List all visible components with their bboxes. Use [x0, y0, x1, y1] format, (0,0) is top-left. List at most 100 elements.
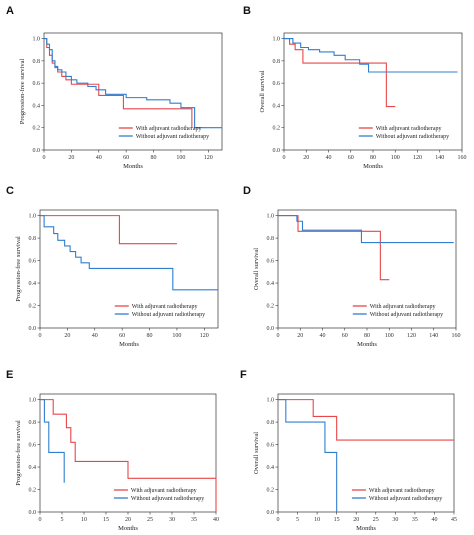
y-tick-label: 1.0 — [273, 37, 281, 43]
x-tick-label: 10 — [81, 517, 87, 523]
x-axis-label: Months — [123, 163, 143, 170]
y-tick-label: 0.4 — [29, 281, 37, 287]
y-tick-label: 0.0 — [267, 326, 275, 332]
x-tick-label: 80 — [370, 155, 376, 161]
y-tick-label: 0.4 — [29, 465, 37, 471]
x-tick-label: 40 — [326, 155, 332, 161]
legend: With adjuvant radiotherapy Without adjuva… — [118, 126, 209, 140]
x-tick-label: 80 — [147, 333, 153, 339]
y-tick-label: 1.0 — [33, 37, 41, 43]
panel-letter: D — [243, 185, 251, 197]
x-tick-label: 20 — [64, 333, 70, 339]
x-axis-label: Months — [118, 525, 138, 532]
y-tick-label: 0.8 — [267, 236, 275, 242]
km-curve-with-radiotherapy — [278, 399, 454, 441]
x-tick-label: 80 — [151, 155, 157, 161]
y-tick-label: 0.0 — [29, 326, 37, 332]
x-tick-label: 0 — [277, 517, 280, 523]
legend-label: Without adjuvant radiotherapy — [370, 312, 443, 318]
legend-label: With adjuvant radiotherapy — [369, 488, 435, 494]
x-tick-label: 40 — [96, 155, 102, 161]
y-tick-label: 0.2 — [29, 488, 37, 494]
km-curve-without-radiotherapy — [284, 38, 458, 73]
x-tick-label: 35 — [191, 517, 197, 523]
x-tick-label: 60 — [123, 155, 129, 161]
y-tick-label: 0.6 — [267, 259, 275, 265]
y-axis-label: Progression-free survival — [15, 420, 22, 486]
y-tick-label: 1.0 — [29, 398, 37, 404]
y-tick-label: 0.2 — [267, 488, 275, 494]
km-curve-without-radiotherapy — [40, 399, 65, 483]
x-tick-label: 40 — [320, 333, 326, 339]
x-tick-label: 45 — [451, 517, 457, 523]
plot-frame — [277, 209, 457, 329]
legend-label: Without adjuvant radiotherapy — [132, 312, 205, 318]
x-tick-label: 5 — [296, 517, 299, 523]
legend-label: With adjuvant radiotherapy — [131, 488, 197, 494]
y-tick-label: 1.0 — [267, 214, 275, 220]
y-tick-label: 0.8 — [29, 236, 37, 242]
x-tick-label: 160 — [452, 333, 461, 339]
legend-label: Without adjuvant radiotherapy — [131, 496, 204, 502]
x-axis-label: Months — [363, 163, 383, 170]
legend: With adjuvant radiotherapy Without adjuva… — [351, 488, 442, 502]
x-tick-label: 20 — [297, 333, 303, 339]
x-tick-label: 120 — [200, 333, 209, 339]
x-tick-label: 0 — [39, 333, 42, 339]
legend-label: With adjuvant radiotherapy — [132, 304, 198, 310]
km-curve-with-radiotherapy — [44, 38, 193, 128]
panel-letter: A — [6, 5, 14, 17]
x-tick-label: 40 — [431, 517, 437, 523]
legend: With adjuvant radiotherapy Without adjuva… — [113, 488, 204, 502]
km-curve-without-radiotherapy — [278, 215, 454, 244]
legend: With adjuvant radiotherapy Without adjuva… — [114, 304, 205, 318]
x-tick-label: 100 — [172, 333, 181, 339]
km-curve-with-radiotherapy — [40, 399, 217, 512]
x-axis-label: Months — [119, 341, 139, 348]
y-tick-label: 0.2 — [33, 126, 41, 132]
x-tick-label: 25 — [147, 517, 153, 523]
x-tick-label: 140 — [435, 155, 444, 161]
legend-label: Without adjuvant radiotherapy — [136, 134, 209, 140]
km-curve-with-radiotherapy — [284, 38, 396, 108]
panel-C: C 0 20 40 60 80 100 120 0.0 0.2 0.4 0.6 0.8 1.0 Months… — [6, 185, 219, 348]
x-tick-label: 0 — [39, 517, 42, 523]
y-tick-label: 0.6 — [273, 81, 281, 87]
y-axis-label: Overall survival — [259, 70, 266, 112]
x-tick-label: 100 — [391, 155, 400, 161]
y-tick-label: 0.8 — [29, 420, 37, 426]
y-tick-label: 0.6 — [33, 81, 41, 87]
y-tick-label: 1.0 — [267, 398, 275, 404]
plot-frame — [277, 393, 455, 513]
y-tick-label: 0.4 — [33, 103, 41, 109]
x-tick-label: 60 — [119, 333, 125, 339]
legend-label: With adjuvant radiotherapy — [376, 126, 442, 132]
x-tick-label: 60 — [348, 155, 354, 161]
km-curve-with-radiotherapy — [40, 215, 177, 245]
plot-frame — [283, 32, 463, 151]
x-tick-label: 30 — [169, 517, 175, 523]
y-tick-label: 0.4 — [273, 103, 281, 109]
y-tick-label: 0.8 — [273, 59, 281, 65]
panel-letter: F — [240, 369, 247, 381]
legend-label: Without adjuvant radiotherapy — [376, 134, 449, 140]
x-tick-label: 120 — [413, 155, 422, 161]
y-tick-label: 0.8 — [267, 420, 275, 426]
x-tick-label: 20 — [303, 155, 309, 161]
panel-B: B 0 20 40 60 80 100 120 140 160 0.0 0.2 0.4 0.6 0.8 1.0… — [243, 5, 467, 170]
y-tick-label: 0.6 — [267, 443, 275, 449]
legend-label: With adjuvant radiotherapy — [136, 126, 202, 132]
y-axis-label: Progression-free survival — [19, 59, 26, 125]
panel-E: E 0 5 10 15 20 25 30 35 40 0.0 0.2 0.4 0.6 0.8 1.0 Month… — [6, 369, 219, 532]
panel-letter: E — [6, 369, 13, 381]
panel-F: F 0 5 10 15 20 25 30 35 40 45 0.0 0.2 0.4 0.6 0.8 1.0 Mon… — [240, 369, 457, 532]
x-axis-label: Months — [357, 341, 377, 348]
x-tick-label: 0 — [277, 333, 280, 339]
y-axis-label: Overall survival — [253, 248, 260, 290]
x-tick-label: 30 — [392, 517, 398, 523]
x-tick-label: 120 — [204, 155, 213, 161]
y-tick-label: 0.0 — [33, 148, 41, 154]
y-tick-label: 0.4 — [267, 281, 275, 287]
x-tick-label: 20 — [353, 517, 359, 523]
